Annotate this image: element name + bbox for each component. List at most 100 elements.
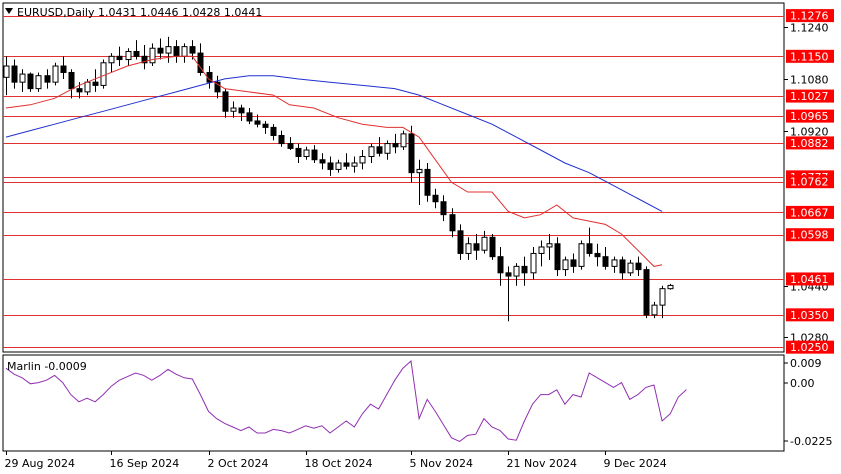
candle-body — [562, 259, 569, 271]
candle-body — [108, 55, 115, 64]
candle-body — [530, 252, 537, 274]
level-label-tag — [786, 49, 834, 63]
candle-body — [254, 120, 261, 125]
price-tick-label: 1.0920 — [790, 126, 829, 139]
candle-body — [586, 243, 593, 254]
dropdown-triangle-icon[interactable] — [5, 8, 13, 14]
symbol-header: EURUSD,Daily 1.0431 1.0446 1.0428 1.0441 — [17, 6, 262, 19]
level-label-tag — [786, 89, 834, 103]
candle-body — [392, 143, 399, 148]
candle-body — [157, 47, 164, 54]
candle-body — [578, 243, 585, 267]
candle-body — [246, 112, 253, 122]
candle-body — [667, 284, 674, 290]
indicator-label: Marlin -0.0009 — [7, 360, 87, 373]
candle-body — [173, 46, 180, 57]
candle-body — [238, 107, 245, 114]
candle-body — [432, 194, 439, 203]
candle-body — [262, 123, 269, 128]
candle-body — [149, 47, 156, 64]
candle-body — [611, 259, 618, 267]
candle-body — [27, 73, 34, 90]
slow-moving-average-line — [5, 75, 663, 212]
candle-body — [60, 65, 67, 73]
level-label-text: 1.0350 — [790, 309, 829, 322]
level-label-tag — [786, 340, 834, 354]
time-tick-label: 9 Dec 2024 — [604, 457, 667, 470]
candle-body — [376, 146, 383, 154]
candle-body — [52, 65, 59, 83]
level-label-text: 1.0882 — [790, 137, 829, 150]
candle-body — [513, 265, 520, 277]
level-label-tag — [786, 205, 834, 219]
candle-body — [602, 256, 609, 267]
candle-body — [311, 149, 318, 161]
price-tick-label: 1.1080 — [790, 74, 829, 87]
candle-body — [465, 243, 472, 254]
time-tick-label: 29 Aug 2024 — [5, 457, 75, 470]
indicator-axis: 0.009 0.00 -0.0225 — [784, 357, 832, 448]
candle-body — [287, 143, 294, 149]
candle-body — [76, 88, 83, 93]
candle-body — [270, 126, 277, 136]
candle-body — [619, 259, 626, 274]
price-tick-label: 1.1240 — [790, 22, 829, 35]
candle-body — [538, 246, 545, 254]
candle-body — [222, 91, 229, 112]
level-label-tag — [786, 175, 834, 189]
indicator-tick-label: -0.0225 — [790, 435, 832, 448]
candle-body — [424, 168, 431, 196]
level-label-tag — [786, 9, 834, 23]
candle-body — [343, 162, 350, 167]
level-label-tag — [786, 272, 834, 286]
candle-body — [489, 236, 496, 258]
candle-body — [481, 236, 488, 251]
candle-body — [635, 262, 642, 271]
candle-body — [351, 162, 358, 167]
indicator-tick-label: 0.00 — [790, 377, 815, 390]
candle-body — [505, 272, 512, 277]
candle-body — [214, 81, 221, 93]
candle-body — [627, 262, 634, 274]
level-label-tag — [786, 136, 834, 150]
candle-body — [546, 243, 553, 248]
level-label-text: 1.0250 — [790, 341, 829, 354]
time-tick-label: 21 Nov 2024 — [507, 457, 577, 470]
candles — [3, 36, 674, 322]
candle-body — [554, 243, 561, 271]
candle-body — [165, 46, 172, 54]
candle-body — [100, 62, 107, 86]
candle-body — [359, 155, 366, 164]
candle-body — [643, 269, 650, 316]
candle-body — [141, 55, 148, 64]
candle-body — [92, 81, 99, 86]
time-axis: 29 Aug 2024 16 Sep 2024 2 Oct 2024 18 Oct 2… — [5, 451, 667, 470]
candle-body — [197, 52, 204, 73]
candle-body — [19, 73, 26, 83]
candle-body — [594, 252, 601, 258]
candle-body — [473, 243, 480, 251]
candle-body — [497, 256, 504, 274]
level-label-text: 1.0667 — [790, 206, 829, 219]
candle-body — [440, 201, 447, 216]
level-label-text: 1.0762 — [790, 176, 829, 189]
candle-body — [335, 162, 342, 170]
candle-body — [319, 159, 326, 164]
candle-body — [116, 55, 123, 61]
level-label-tag — [786, 109, 834, 123]
candle-body — [3, 65, 10, 78]
level-label-tag — [786, 228, 834, 242]
candle-body — [408, 133, 415, 174]
indicator-pane[interactable] — [2, 354, 785, 452]
candle-body — [44, 75, 51, 83]
level-labels: 1.12761.11501.10271.09651.08821.07771.07… — [786, 9, 834, 354]
candle-body — [133, 50, 140, 57]
candle-body — [368, 146, 375, 157]
time-tick-label: 2 Oct 2024 — [208, 457, 269, 470]
candle-body — [327, 162, 334, 170]
candle-body — [384, 143, 391, 154]
candle-body — [651, 304, 658, 316]
candle-body — [303, 149, 310, 157]
horizontal-levels — [3, 16, 784, 348]
